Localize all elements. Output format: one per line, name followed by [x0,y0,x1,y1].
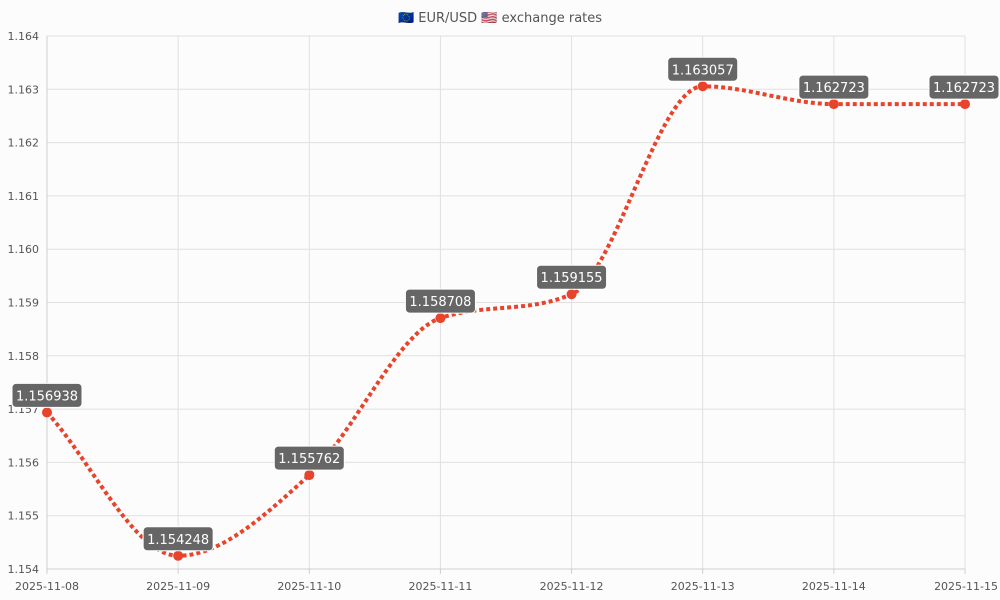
y-tick-label: 1.154 [8,563,40,576]
data-point [304,470,315,481]
data-label: 1.158708 [404,288,476,314]
data-label-text: 1.158708 [409,295,471,310]
data-point [435,313,446,324]
data-point [697,81,708,92]
x-tick-label: 2025-11-09 [146,580,210,593]
x-tick-label: 2025-11-10 [277,580,341,593]
y-tick-label: 1.163 [8,83,40,96]
y-tick-label: 1.155 [8,510,40,523]
chart-title: 🇪🇺 EUR/USD 🇺🇸 exchange rates [398,11,602,26]
data-point [828,99,839,110]
data-point [960,99,970,110]
x-tick-label: 2025-11-11 [408,580,472,593]
data-label: 1.159155 [536,264,608,290]
x-tick-label: 2025-11-15 [934,580,998,593]
data-label-text: 1.159155 [541,271,603,286]
y-tick-label: 1.160 [8,243,40,256]
y-tick-label: 1.156 [8,456,40,469]
data-label: 1.154248 [142,526,214,552]
points-layer [42,81,970,561]
data-label-text: 1.155762 [278,452,340,467]
data-label-box [273,445,345,471]
data-label: 1.162723 [798,74,870,100]
data-point [42,407,52,418]
grid [46,35,966,570]
data-label: 1.163057 [667,56,739,82]
x-tick-label: 2025-11-08 [15,580,79,593]
data-label-box [928,74,1000,100]
data-label-text: 1.154248 [147,533,209,548]
data-label-text: 1.162723 [803,81,865,96]
data-label-box [11,382,83,408]
y-tick-label: 1.164 [8,30,40,43]
axes: 1.1641.1631.1621.1611.1601.1591.1581.157… [8,30,999,593]
data-point [173,550,184,561]
series-layer [45,84,965,558]
x-tick-label: 2025-11-14 [802,580,866,593]
data-label-text: 1.162723 [933,81,995,96]
data-label: 1.156938 [11,382,83,408]
data-label-text: 1.156938 [16,389,78,404]
data-label: 1.155762 [273,445,345,471]
x-tick-label: 2025-11-12 [540,580,604,593]
series-line [45,84,965,558]
data-point [566,289,577,300]
y-tick-label: 1.159 [8,297,40,310]
y-tick-label: 1.158 [8,350,40,363]
data-label-box [142,526,214,552]
data-label: 1.162723 [928,74,1000,100]
x-tick-label: 2025-11-13 [671,580,735,593]
data-labels-layer: 1.156938 1.154248 1.155762 1.158708 1.159155… [11,56,1000,552]
y-tick-label: 1.161 [8,190,40,203]
data-label-box [404,288,476,314]
data-label-text: 1.163057 [672,63,734,78]
data-label-box [667,56,739,82]
data-label-box [536,264,608,290]
y-tick-label: 1.162 [8,137,40,150]
data-label-box [798,74,870,100]
